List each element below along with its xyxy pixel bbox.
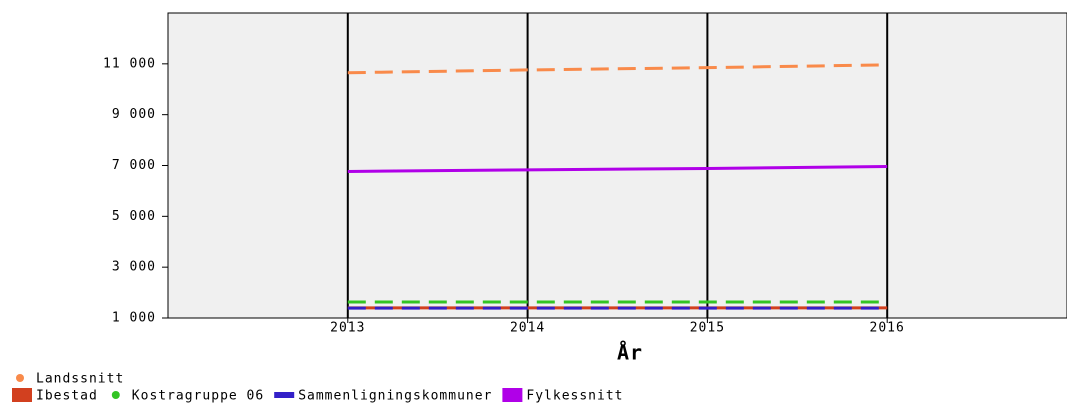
legend-marker xyxy=(502,388,523,402)
legend-marker xyxy=(12,388,32,402)
legend-label: Landssnitt xyxy=(36,372,124,387)
legend-marker xyxy=(16,374,24,382)
x-tick-label: 2014 xyxy=(510,321,545,336)
series-line xyxy=(347,63,888,75)
x-tick-label: 2013 xyxy=(330,321,365,336)
legend-label: Kostragruppe 06 xyxy=(132,389,264,404)
x-tick-label: 2015 xyxy=(690,321,725,336)
plot-area xyxy=(167,12,1067,319)
y-tick-label: 9 000 xyxy=(112,107,156,122)
y-tick-label: 7 000 xyxy=(112,158,156,173)
legend-label: Fylkessnitt xyxy=(526,389,623,404)
series-line xyxy=(347,165,888,173)
y-tick-label: 3 000 xyxy=(112,260,156,275)
y-tick-label: 11 000 xyxy=(103,56,156,71)
legend-label: Ibestad xyxy=(36,389,98,404)
legend-label: Sammenligningskommuner xyxy=(298,389,492,404)
legend-marker xyxy=(111,391,120,399)
y-tick-label: 1 000 xyxy=(112,311,156,326)
legend-marker xyxy=(274,392,295,398)
x-axis-title: År xyxy=(617,341,643,365)
x-tick-label: 2016 xyxy=(870,321,905,336)
y-tick-label: 5 000 xyxy=(112,209,156,224)
